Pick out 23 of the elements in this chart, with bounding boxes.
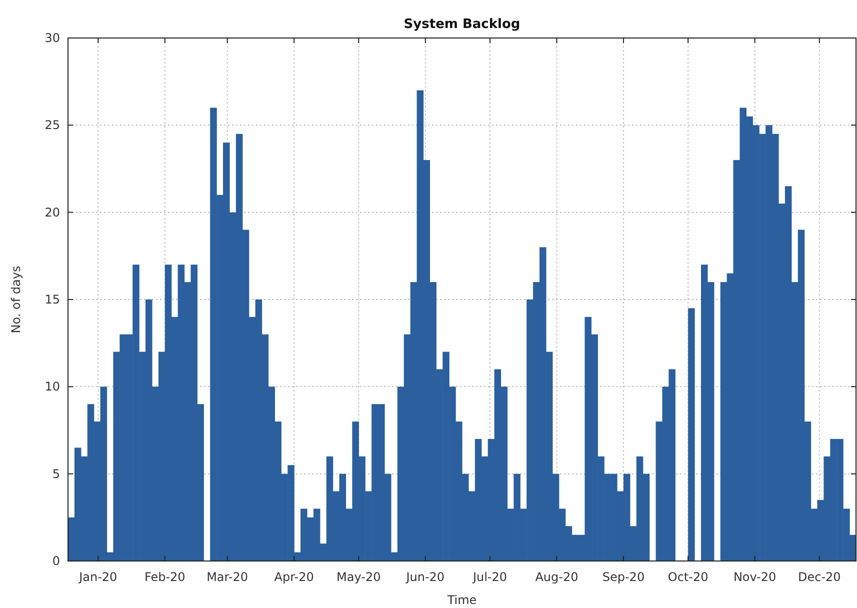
y-tick-label: 20 [44, 205, 60, 220]
x-tick-label: May-20 [336, 570, 381, 584]
chart-title: System Backlog [404, 17, 520, 32]
x-tick-label: Sep-20 [602, 570, 645, 584]
x-tick-label: Apr-20 [274, 570, 314, 584]
y-tick-label: 5 [52, 466, 60, 481]
x-tick-label: Jul-20 [472, 570, 508, 584]
y-tick-label: 0 [52, 554, 60, 568]
y-tick-label: 10 [44, 380, 60, 394]
x-tick-label: Feb-20 [144, 570, 186, 584]
x-axis-title: Time [446, 593, 477, 607]
x-tick-label: Jun-20 [405, 570, 445, 584]
y-axis-title: No. of days [9, 266, 23, 334]
y-tick-label: 25 [44, 118, 60, 132]
y-tick-label: 15 [44, 292, 60, 306]
bar [688, 308, 695, 561]
x-tick-label: Mar-20 [206, 570, 248, 584]
x-tick-label: Oct-20 [668, 570, 708, 584]
x-tick-label: Dec-20 [798, 570, 841, 584]
y-tick-label: 30 [44, 31, 60, 45]
x-tick-label: Nov-20 [733, 570, 776, 584]
x-tick-label: Jan-20 [78, 570, 118, 584]
x-tick-label: Aug-20 [535, 570, 578, 584]
